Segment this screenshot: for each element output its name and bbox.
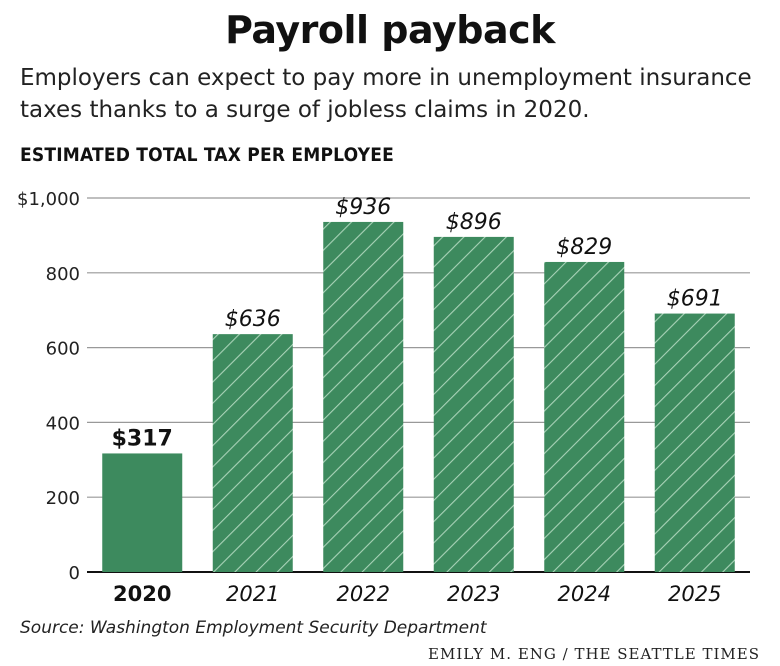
- bar-2025: [654, 313, 735, 572]
- bar-2023: [433, 236, 514, 572]
- y-tick-label: 0: [69, 563, 80, 584]
- data-label-2024: $829: [556, 235, 612, 260]
- bar-2024: [544, 261, 625, 572]
- x-tick-label-2020: 2020: [113, 582, 171, 606]
- data-label-2023: $896: [446, 210, 502, 235]
- data-label-2022: $936: [335, 195, 391, 220]
- data-label-2021: $636: [225, 307, 281, 332]
- chart-subtitle: Employers can expect to pay more in unem…: [20, 65, 752, 123]
- data-label-2020: $317: [112, 426, 173, 451]
- source-note: Source: Washington Employment Security D…: [20, 618, 487, 638]
- x-tick-label-2024: 2024: [558, 582, 611, 606]
- bar-2021: [212, 334, 293, 572]
- y-tick-label: 800: [46, 264, 80, 285]
- y-tick-label: 200: [46, 488, 80, 509]
- x-tick-label-2022: 2022: [337, 582, 390, 606]
- bar-2020: [102, 453, 183, 572]
- x-tick-label-2021: 2021: [226, 582, 279, 606]
- chart-title: Payroll payback: [225, 8, 555, 52]
- x-tick-label-2025: 2025: [668, 582, 721, 606]
- y-tick-label: 400: [46, 413, 80, 434]
- y-tick-label: 600: [46, 339, 80, 360]
- y-axis-title: ESTIMATED TOTAL TAX PER EMPLOYEE: [20, 144, 394, 166]
- data-label-2025: $691: [667, 287, 723, 312]
- bar-2022: [323, 221, 404, 572]
- byline-credit: EMILY M. ENG / THE SEATTLE TIMES: [428, 645, 760, 663]
- x-tick-label-2023: 2023: [447, 582, 500, 606]
- y-tick-label: $1,000: [17, 189, 80, 210]
